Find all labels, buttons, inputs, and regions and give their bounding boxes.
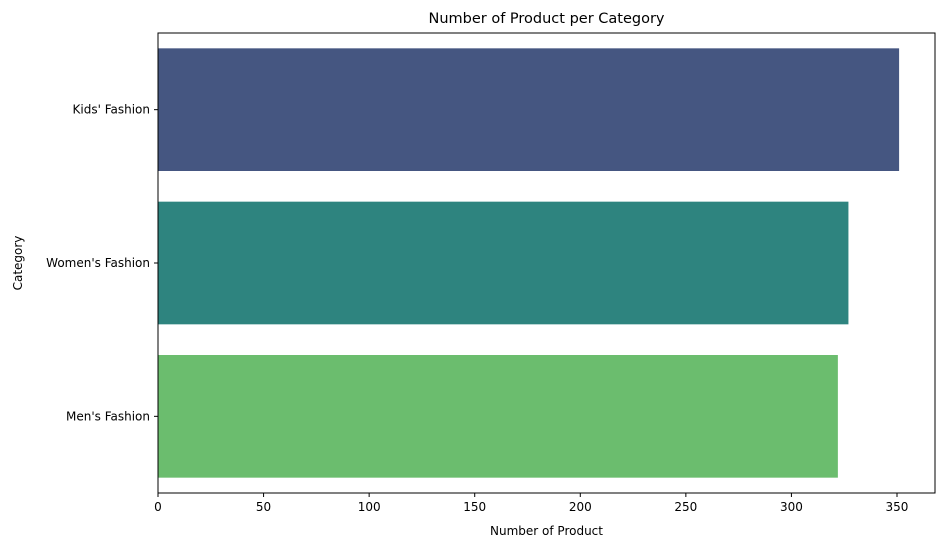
bars-group <box>158 48 900 478</box>
y-axis-label: Category <box>11 236 25 291</box>
bar <box>158 201 849 325</box>
ticks-group: Kids' Fashion Women's Fashion Men's Fashio… <box>46 103 908 514</box>
x-tick-label: 150 <box>463 500 486 514</box>
y-tick-label: Kids' Fashion <box>73 103 150 117</box>
plot-frame <box>157 32 936 494</box>
y-tick-label: Women's Fashion <box>46 256 150 270</box>
x-tick-label: 200 <box>569 500 592 514</box>
x-tick-label: 0 <box>154 500 162 514</box>
bar <box>158 355 838 478</box>
x-tick-label: 50 <box>256 500 271 514</box>
chart-title: Number of Product per Category <box>428 11 664 27</box>
x-tick-label: 100 <box>358 500 381 514</box>
x-tick-label: 300 <box>780 500 803 514</box>
x-tick-label: 350 <box>886 500 909 514</box>
y-tick-label: Men's Fashion <box>66 409 150 423</box>
x-tick-label: 250 <box>674 500 697 514</box>
bar <box>158 48 900 172</box>
x-axis-label: Number of Product <box>490 524 603 538</box>
